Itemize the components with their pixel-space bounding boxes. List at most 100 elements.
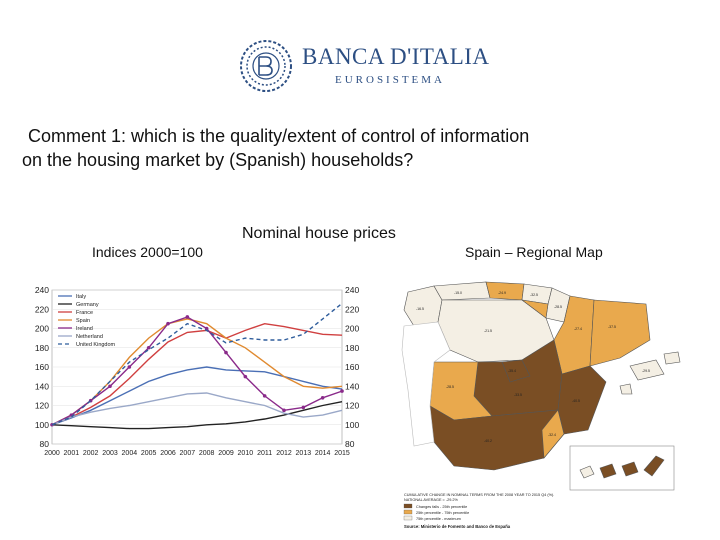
series-line: [51, 302, 343, 426]
series-point: [262, 394, 267, 398]
map-legend-line: NATIONAL AVERAGE = -29.2%: [404, 498, 458, 502]
y-tick-label-right: 240: [345, 285, 359, 295]
x-tick-label: 2002: [83, 450, 99, 457]
y-tick-label-right: 100: [345, 420, 359, 430]
map-regions: [401, 281, 651, 471]
series-point: [282, 408, 286, 413]
x-tick-label: 2007: [180, 450, 196, 457]
series-point: [127, 365, 132, 369]
region-murcia: [541, 409, 565, 459]
y-tick-label-left: 200: [35, 324, 49, 334]
map-title: Spain – Regional Map: [465, 244, 603, 260]
legend-entry: Germany: [76, 302, 99, 308]
region-catalonia: [589, 299, 651, 367]
comment-line-2: on the housing market by (Spanish) house…: [22, 150, 414, 170]
svg-text:-28.5: -28.5: [554, 305, 562, 309]
x-tick-label: 2008: [199, 450, 215, 457]
indices-label: Indices 2000=100: [92, 244, 203, 260]
legend-entry: Ireland: [76, 326, 93, 332]
series-point: [340, 389, 344, 393]
y-tick-label-right: 180: [345, 343, 359, 353]
map-legend: CUMULATIVE CHANGE IN NOMINAL TERMS FROM …: [403, 493, 554, 529]
svg-text:-24.9: -24.9: [498, 291, 506, 295]
svg-text:-32.4: -32.4: [548, 433, 556, 437]
svg-text:-40.2: -40.2: [484, 439, 492, 443]
y-tick-label-right: 120: [345, 401, 359, 411]
series-point: [224, 350, 228, 355]
svg-text:-37.5: -37.5: [608, 325, 616, 329]
map-source: Source: Ministerio de Fomento and Banco …: [404, 524, 511, 529]
svg-text:-16.5: -16.5: [416, 307, 424, 311]
series-line: [51, 316, 343, 426]
svg-text:-28.5: -28.5: [446, 385, 454, 389]
legend-entry: Spain: [76, 318, 90, 324]
x-tick-label: 2001: [64, 450, 80, 457]
x-tick-label: 2010: [238, 450, 254, 457]
map-svg: -16.5 -15.0 -24.9 -32.5 -28.5 -27.4 -37.5 -21…: [394, 270, 690, 534]
map-legend-line: Changes falls - 25th percentile: [416, 505, 467, 509]
y-tick-label-right: 200: [345, 324, 359, 334]
series-point: [185, 315, 190, 319]
y-tick-label-right: 220: [345, 304, 359, 314]
svg-text:-15.0: -15.0: [454, 291, 462, 295]
series-line: [51, 366, 343, 426]
spain-regional-map: -16.5 -15.0 -24.9 -32.5 -28.5 -27.4 -37.5 -21…: [394, 270, 690, 534]
y-tick-label-right: 140: [345, 381, 359, 391]
region-rioja: [521, 299, 549, 319]
series-line: [51, 401, 343, 430]
svg-text:-40.5: -40.5: [572, 399, 580, 403]
x-tick-label: 2000: [44, 450, 60, 457]
x-tick-label: 2012: [276, 450, 292, 457]
comment-text: Comment 1: which is the quality/extent o…: [22, 124, 702, 172]
logo-subtitle: EUROSISTEMA: [335, 74, 446, 86]
y-tick-label-left: 80: [40, 439, 50, 449]
map-legend-line: 25th percentile - 75th percentile: [416, 511, 469, 515]
series-point: [320, 396, 325, 400]
x-tick-label: 2005: [141, 450, 157, 457]
comment-line-1: Comment 1: which is the quality/extent o…: [28, 126, 530, 146]
x-tick-label: 2006: [160, 450, 176, 457]
chart-svg: 2402202001801601401201008024022020018016…: [35, 285, 360, 457]
series-line: [51, 322, 343, 426]
x-tick-label: 2015: [334, 450, 350, 457]
y-tick-label-right: 160: [345, 362, 359, 372]
y-tick-label-left: 240: [35, 285, 49, 295]
x-tick-label: 2004: [122, 450, 138, 457]
svg-text:-21.5: -21.5: [484, 329, 492, 333]
series-line: [51, 392, 343, 426]
map-legend-line: CUMULATIVE CHANGE IN NOMINAL TERMS FROM …: [404, 493, 554, 497]
x-tick-label: 2009: [218, 450, 234, 457]
series-point: [166, 321, 170, 326]
balearic-islands: [619, 351, 681, 395]
chart-title: Nominal house prices: [242, 225, 396, 242]
y-tick-label-left: 140: [35, 381, 49, 391]
y-tick-label-left: 100: [35, 420, 49, 430]
svg-text:-32.5: -32.5: [530, 293, 538, 297]
svg-text:-29.5: -29.5: [642, 369, 650, 373]
y-tick-label-left: 120: [35, 401, 49, 411]
y-tick-label-left: 180: [35, 343, 49, 353]
canary-islands: [579, 455, 665, 479]
map-legend-line: 75th percentile - maximum: [416, 517, 461, 521]
bdi-monogram-icon: [240, 40, 292, 92]
y-tick-label-left: 220: [35, 304, 49, 314]
x-tick-label: 2014: [315, 450, 331, 457]
legend-entry: Netherland: [76, 334, 103, 340]
region-navarra: [545, 287, 571, 323]
house-price-chart: 240 220 200 180 160 140 120 100 80 240 220 200 180 16…: [28, 282, 374, 460]
series-point: [243, 374, 248, 379]
series-point: [301, 405, 306, 410]
y-tick-label-left: 160: [35, 362, 49, 372]
svg-text:-27.4: -27.4: [574, 327, 582, 331]
svg-text:-35.4: -35.4: [508, 369, 516, 373]
series-point: [108, 384, 112, 389]
y-tick-label-right: 80: [345, 439, 355, 449]
x-tick-label: 2013: [296, 450, 312, 457]
region-value-labels: -16.5 -15.0 -24.9 -32.5 -28.5 -27.4 -37.5 -21…: [416, 291, 650, 443]
region-portugal-blank: [401, 321, 451, 447]
svg-text:-33.5: -33.5: [514, 393, 522, 397]
x-tick-label: 2011: [257, 450, 272, 457]
legend-entry: United Kingdom: [76, 342, 116, 348]
x-tick-label: 2003: [102, 450, 118, 457]
legend-entry: Italy: [76, 294, 86, 300]
